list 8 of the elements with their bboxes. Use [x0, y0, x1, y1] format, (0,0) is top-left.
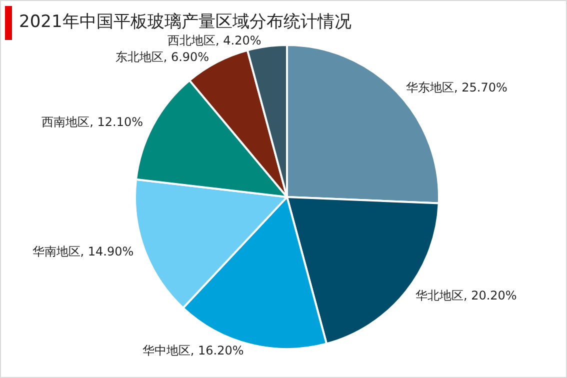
slice-label: 华南地区, 14.90% — [32, 244, 134, 258]
slice-label: 华中地区, 16.20% — [142, 343, 244, 358]
slice-label: 西北地区, 4.20% — [168, 33, 262, 48]
slice-label: 东北地区, 6.90% — [115, 50, 210, 64]
slice-label: 华北地区, 20.20% — [415, 288, 517, 303]
chart-title: 2021年中国平板玻璃产量区域分布统计情况 — [19, 11, 352, 33]
slice-label: 华东地区, 25.70% — [406, 80, 508, 95]
slice-label: 西南地区, 12.10% — [42, 114, 143, 129]
